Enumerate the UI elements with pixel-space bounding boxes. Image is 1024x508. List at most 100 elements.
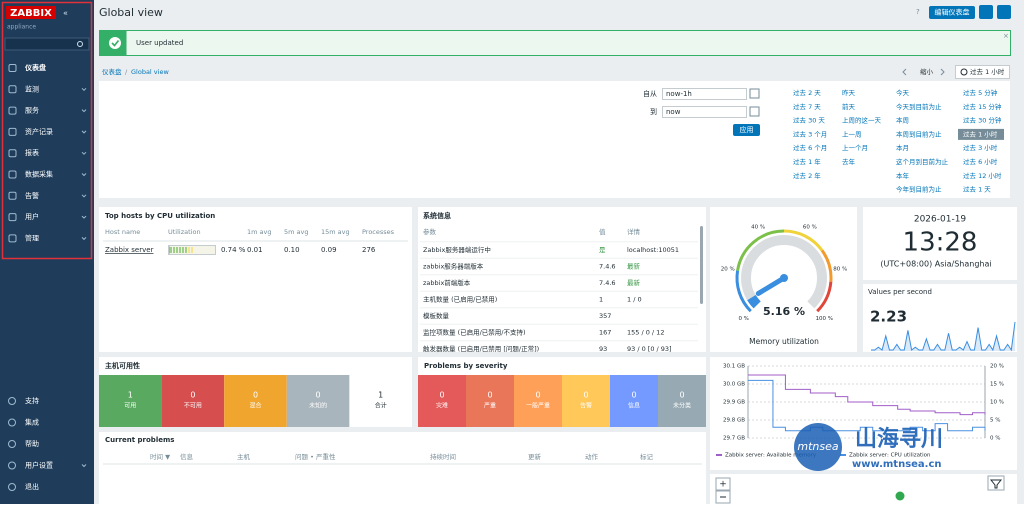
quick-range[interactable]: 今年到目前为止 <box>896 185 942 194</box>
menu-icon <box>8 461 16 470</box>
edit-button[interactable] <box>929 6 975 19</box>
quick-range[interactable]: 上一个月 <box>842 143 868 152</box>
status-tile[interactable] <box>161 375 225 427</box>
tile-count: 0 <box>253 391 258 400</box>
status-tile[interactable] <box>349 375 412 427</box>
to-input[interactable] <box>662 106 747 118</box>
menu-item[interactable]: 服务 <box>25 106 39 115</box>
status-tile[interactable] <box>562 375 610 427</box>
status-tile[interactable] <box>99 375 162 427</box>
quick-range[interactable]: 过去 1 天 <box>963 185 991 194</box>
prev-arrow <box>902 68 907 76</box>
zoom-in[interactable] <box>715 477 731 491</box>
utilization-scale <box>191 247 193 253</box>
quick-range[interactable]: 昨天 <box>842 88 856 97</box>
menu-item[interactable]: 退出 <box>25 482 39 491</box>
menu-item[interactable]: 帮助 <box>25 439 39 448</box>
quick-range[interactable]: 过去 7 天 <box>793 102 821 111</box>
menu-item[interactable]: 用户设置 <box>25 461 53 470</box>
quick-range[interactable]: 过去 2 年 <box>793 171 821 180</box>
page-title: Global view <box>99 6 163 19</box>
quick-range[interactable]: 过去 2 天 <box>793 88 821 97</box>
graph-line <box>748 379 986 432</box>
menu-item[interactable]: 管理 <box>25 233 39 242</box>
cell: 7.4.6 <box>599 279 616 287</box>
quick-range[interactable]: 本周到目前为止 <box>896 129 942 138</box>
widget-title: Current problems <box>105 436 174 444</box>
search-box[interactable] <box>4 37 90 51</box>
quick-range[interactable]: 去年 <box>842 157 856 166</box>
menu-item[interactable]: 告警 <box>25 191 39 200</box>
help-link[interactable]: ? <box>916 8 920 16</box>
quick-range[interactable]: 过去 5 分钟 <box>963 88 998 97</box>
status-tile[interactable] <box>466 375 514 427</box>
fullscreen-button[interactable] <box>997 5 1011 19</box>
gauge-tick-label: 80 % <box>833 267 847 273</box>
menu-item[interactable]: 报表 <box>25 148 39 157</box>
breadcrumb-link[interactable]: 仪表盘 <box>102 67 122 76</box>
logo: ZABBIX <box>10 8 52 19</box>
calendar[interactable] <box>749 88 760 99</box>
zoom-in-icon: + <box>719 480 727 490</box>
graph-line <box>748 374 986 416</box>
logo-box <box>6 6 56 19</box>
menu-item[interactable]: 监测 <box>25 84 39 93</box>
column-header: 动作 <box>585 452 599 461</box>
quick-range[interactable]: 本周 <box>896 116 909 125</box>
column-header: 标记 <box>640 452 654 461</box>
status-tile[interactable] <box>418 375 466 427</box>
menu-item[interactable]: 仪表盘 <box>24 63 46 72</box>
quick-range[interactable]: 过去 30 分钟 <box>963 116 1002 125</box>
menu-icon <box>8 170 17 179</box>
quick-range[interactable]: 过去 6 个月 <box>793 143 827 152</box>
status-tile[interactable] <box>658 375 706 427</box>
status-tile[interactable] <box>224 375 287 427</box>
menu-item[interactable]: 支持 <box>25 396 39 405</box>
quick-range[interactable]: 今天到目前为止 <box>896 102 942 111</box>
system-info <box>418 207 706 352</box>
y2-tick-label: 15 % <box>990 382 1004 388</box>
menu-icon <box>8 127 17 136</box>
y2-tick-label: 0 % <box>990 436 1000 442</box>
quick-range[interactable]: 这个月到目前为止 <box>896 157 949 166</box>
quick-range[interactable]: 过去 15 分钟 <box>963 102 1002 111</box>
quick-range[interactable]: 过去 6 小时 <box>963 157 998 166</box>
cell: 276 <box>362 246 376 254</box>
quick-range[interactable]: 本年 <box>896 171 910 180</box>
from-input[interactable] <box>662 88 747 100</box>
quick-range[interactable]: 本月 <box>896 143 909 152</box>
status-tile[interactable] <box>286 375 350 427</box>
quick-range[interactable]: 过去 1 小时 <box>963 129 998 138</box>
quick-range[interactable]: 上一周 <box>842 129 862 138</box>
tile-count: 0 <box>316 391 321 400</box>
quick-range[interactable]: 前天 <box>842 102 856 111</box>
quick-range[interactable]: 过去 30 天 <box>793 116 825 125</box>
quick-range[interactable]: 上周的这一天 <box>842 116 882 125</box>
host-link[interactable]: Zabbix server <box>105 246 154 254</box>
y-tick-label: 29.7 GB <box>723 436 745 442</box>
zoom-out[interactable]: 缩小 <box>920 67 934 76</box>
cell: Zabbix服务器端运行中 <box>423 245 491 254</box>
gauge-tick-label: 0 % <box>738 316 748 322</box>
menu-item[interactable]: 集成 <box>25 418 39 427</box>
quick-range[interactable]: 过去 1 年 <box>793 157 821 166</box>
menu-item[interactable]: 数据采集 <box>25 170 53 179</box>
quick-range[interactable]: 过去 3 个月 <box>793 129 827 138</box>
quick-range[interactable]: 过去 3 小时 <box>963 143 998 152</box>
status-tile[interactable] <box>514 375 562 427</box>
status-tile[interactable] <box>610 375 658 427</box>
menu-item[interactable]: 用户 <box>25 212 39 221</box>
calendar[interactable] <box>749 106 760 117</box>
current-problems <box>99 432 706 504</box>
time-tab[interactable] <box>955 65 1010 79</box>
list-button[interactable] <box>979 5 993 19</box>
quick-range[interactable]: 今天 <box>896 88 910 97</box>
apply-button[interactable] <box>733 124 760 136</box>
menu-item[interactable]: 资产记录 <box>25 127 53 136</box>
cell: 触发器数量 (已启用/已禁用 [问题/正常]) <box>423 344 539 353</box>
tile-label: 未分类 <box>673 402 691 410</box>
quick-range[interactable]: 过去 12 小时 <box>963 171 1002 180</box>
sparkline-area <box>871 322 1015 351</box>
column-header: 时间 ▼ <box>150 452 170 461</box>
